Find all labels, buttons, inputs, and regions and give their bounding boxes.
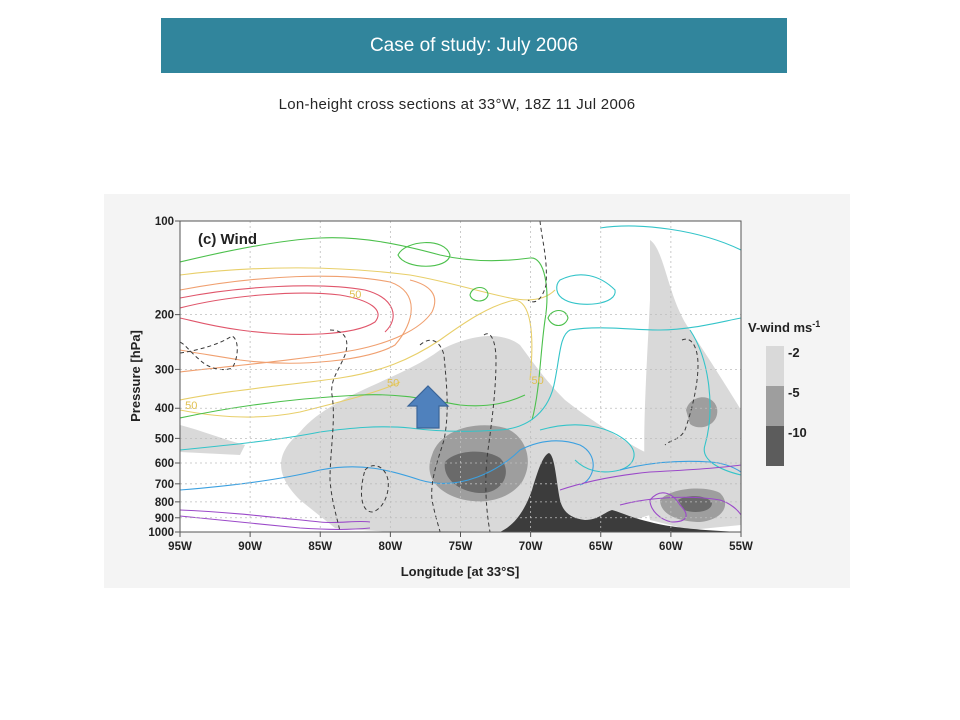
y-axis: 100 200 300 400 500 600 700 800 900 1000 xyxy=(148,216,180,539)
isotach-yellow-1 xyxy=(180,267,556,301)
shade-light-west xyxy=(180,425,245,455)
cross-section-figure: 95W 90W 85W 80W 75W 70W 65W 60W 55W 100 200 300 400… xyxy=(104,194,850,588)
isotach-purple-3 xyxy=(559,464,741,491)
isotach-green-3 xyxy=(397,242,451,267)
y-tick-label-100: 100 xyxy=(155,216,174,228)
isotach-purple-5 xyxy=(649,492,687,523)
isotach-green-5 xyxy=(547,309,569,327)
slide-title-text: Case of study: July 2006 xyxy=(369,34,579,56)
y-tick-label-500: 500 xyxy=(155,433,174,445)
shade-dark-center xyxy=(444,451,506,494)
isotach-green-1 xyxy=(180,237,548,421)
x-tick-label-55W: 55W xyxy=(729,541,753,553)
slide-title: Case of study: July 2006 xyxy=(161,18,787,73)
legend-swatch-0 xyxy=(766,346,784,386)
y-tick-label-700: 700 xyxy=(155,479,174,491)
legend-title-sup: -1 xyxy=(812,319,820,329)
isotach-red-1 xyxy=(180,292,379,335)
zero-line-f xyxy=(361,465,389,513)
x-axis: 95W 90W 85W 80W 75W 70W 65W 60W 55W xyxy=(168,532,753,553)
contour-label-0: 50 xyxy=(349,289,361,301)
y-tick-label-1000: 1000 xyxy=(148,527,174,539)
zero-line-a xyxy=(329,329,348,532)
zero-line-e xyxy=(664,338,699,446)
x-tick-label-85W: 85W xyxy=(308,541,332,553)
legend-title-main: V-wind ms xyxy=(748,320,812,335)
isotach-cyan-5 xyxy=(539,424,635,473)
legend-label-0: -2 xyxy=(788,345,800,360)
contour-label-3: 50 xyxy=(185,400,197,412)
isotach-purple-2 xyxy=(180,515,371,531)
y-tick-label-800: 800 xyxy=(155,497,174,509)
y-tick-label-600: 600 xyxy=(155,458,174,470)
x-tick-label-60W: 60W xyxy=(659,541,683,553)
y-tick-label-200: 200 xyxy=(155,310,174,322)
isotach-orange-2 xyxy=(180,279,436,373)
x-tick-label-95W: 95W xyxy=(168,541,192,553)
zero-wind-contours xyxy=(180,221,699,532)
legend-label-2: -10 xyxy=(788,425,807,440)
contour-labels: 50 50 50 50 xyxy=(185,289,544,412)
contour-label-2: 50 xyxy=(532,375,544,387)
isotach-purple-4 xyxy=(619,496,741,516)
x-tick-label-90W: 90W xyxy=(238,541,262,553)
isotach-orange-1 xyxy=(180,275,412,364)
zero-line-west xyxy=(180,335,238,371)
x-tick-label-70W: 70W xyxy=(519,541,543,553)
isotach-cyan-3 xyxy=(599,225,741,251)
x-tick-label-65W: 65W xyxy=(589,541,613,553)
isotach-purple-1 xyxy=(180,509,371,524)
y-tick-label-400: 400 xyxy=(155,403,174,415)
x-tick-label-75W: 75W xyxy=(449,541,473,553)
isotach-blue-1 xyxy=(180,440,594,491)
y-tick-label-300: 300 xyxy=(155,364,174,376)
grid xyxy=(180,221,741,532)
vwind-shading-dark xyxy=(444,451,712,512)
isotach-yellow-2 xyxy=(180,299,533,401)
zero-line-c xyxy=(483,333,497,532)
panel-label: (c) Wind xyxy=(198,231,257,248)
terrain-andes xyxy=(500,453,741,532)
contour-label-1: 50 xyxy=(387,377,399,389)
zero-line-b xyxy=(419,339,448,532)
y-tick-label-900: 900 xyxy=(155,513,174,525)
slide-subtitle: Lon-height cross sections at 33°W, 18Z 1… xyxy=(278,96,636,113)
shade-dark-se xyxy=(678,496,712,512)
zero-line-d xyxy=(527,221,547,303)
legend-swatch-2 xyxy=(766,426,784,466)
x-axis-title: Longitude [at 33°S] xyxy=(401,564,520,579)
isotach-blue-2 xyxy=(619,460,741,473)
isotach-cyan-2 xyxy=(556,274,616,305)
legend-swatch-1 xyxy=(766,386,784,426)
isotach-yellow-3 xyxy=(180,381,401,418)
legend-title: V-wind ms-1 xyxy=(748,319,820,335)
up-arrow-icon xyxy=(406,385,450,429)
isotach-green-2 xyxy=(180,394,526,419)
x-tick-label-80W: 80W xyxy=(379,541,403,553)
legend: V-wind ms-1 -2 -5 -10 xyxy=(748,319,820,466)
legend-label-1: -5 xyxy=(788,385,800,400)
y-axis-title: Pressure [hPa] xyxy=(128,330,143,422)
isotach-red-2 xyxy=(180,285,394,333)
shade-light-east xyxy=(644,240,741,530)
isotach-green-4 xyxy=(469,286,489,302)
